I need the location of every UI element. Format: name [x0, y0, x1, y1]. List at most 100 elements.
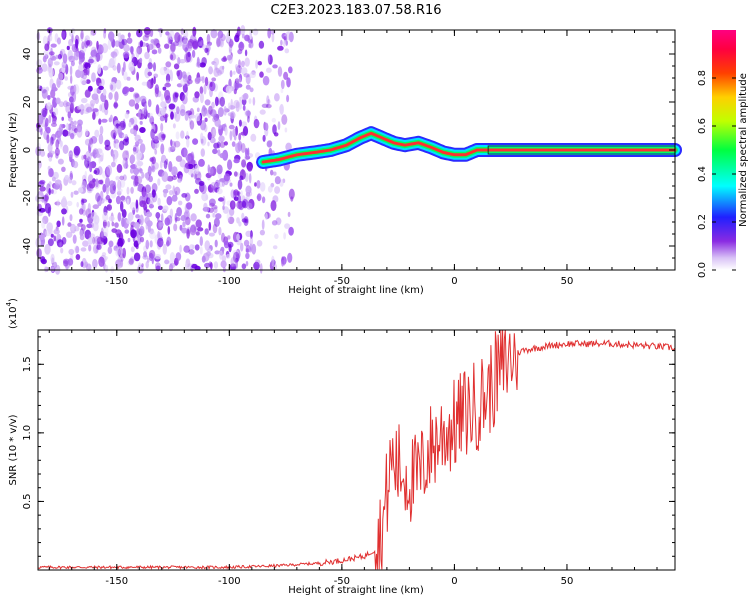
noise-blob — [122, 174, 127, 181]
noise-blob — [274, 186, 281, 194]
noise-blob — [113, 102, 119, 108]
noise-blob — [139, 95, 147, 103]
noise-blob — [204, 47, 208, 54]
noise-blob — [165, 184, 172, 190]
noise-blob — [237, 252, 240, 262]
noise-blob — [128, 61, 135, 72]
noise-blob — [62, 53, 68, 64]
noise-blob — [214, 250, 220, 255]
noise-blob — [77, 222, 83, 227]
noise-blob — [200, 138, 204, 144]
noise-blob — [232, 249, 239, 255]
noise-blob — [91, 211, 98, 220]
noise-blob — [44, 122, 48, 132]
noise-blob — [51, 133, 56, 141]
noise-blob — [166, 236, 172, 246]
noise-blob — [80, 77, 87, 85]
y-tick-label: 0 — [22, 147, 33, 153]
noise-blob — [81, 41, 85, 50]
noise-blob — [95, 153, 101, 158]
noise-blob — [236, 83, 243, 88]
noise-blob — [248, 43, 252, 48]
noise-blob — [88, 56, 94, 65]
noise-blob — [242, 104, 246, 111]
noise-blob — [264, 122, 269, 131]
noise-blob — [282, 40, 286, 47]
colorbar-tick-label: 0.0 — [697, 262, 708, 278]
noise-blob — [212, 212, 216, 218]
noise-blob — [113, 156, 118, 164]
noise-blob — [139, 143, 146, 154]
noise-blob — [91, 46, 97, 55]
noise-blob — [194, 188, 199, 194]
noise-blob — [46, 67, 51, 72]
noise-blob — [172, 93, 176, 103]
noise-blob — [114, 40, 121, 47]
noise-blob — [48, 168, 54, 178]
noise-blob — [85, 161, 88, 168]
noise-blob — [116, 62, 121, 74]
noise-blob — [219, 152, 226, 159]
noise-blob — [189, 224, 197, 236]
noise-blob — [129, 202, 137, 211]
noise-blob — [227, 159, 233, 170]
noise-blob — [127, 32, 131, 38]
noise-blob — [162, 205, 169, 212]
noise-blob — [213, 67, 220, 77]
noise-blob — [250, 230, 253, 239]
noise-blob — [217, 124, 222, 130]
noise-blob — [122, 138, 129, 146]
noise-blob — [80, 32, 84, 42]
noise-blob — [176, 207, 183, 217]
noise-blob — [181, 227, 188, 234]
x-tick-label: 0 — [451, 576, 457, 587]
noise-blob — [50, 253, 55, 264]
noise-blob — [198, 158, 205, 167]
noise-blob — [101, 118, 108, 123]
noise-blob — [180, 78, 186, 86]
noise-blob — [93, 48, 97, 55]
noise-blob — [281, 256, 287, 265]
noise-blob — [194, 113, 201, 122]
noise-blob — [108, 240, 114, 248]
noise-blob — [113, 48, 119, 57]
noise-blob — [75, 69, 82, 78]
x-tick-label: 0 — [451, 276, 457, 287]
noise-blob — [49, 34, 53, 42]
noise-blob — [277, 45, 284, 51]
noise-blob — [256, 193, 262, 202]
noise-blob — [249, 236, 254, 247]
noise-blob — [169, 49, 172, 55]
noise-blob — [194, 77, 202, 83]
noise-blob — [42, 35, 48, 46]
noise-blob — [108, 215, 115, 222]
noise-blob — [39, 150, 46, 157]
noise-blob — [212, 223, 218, 234]
noise-blob — [285, 142, 292, 151]
noise-blob — [95, 192, 101, 202]
noise-blob — [235, 259, 238, 269]
noise-blob — [173, 92, 178, 103]
colorbar-tick-label: 0.4 — [697, 166, 708, 182]
noise-blob — [67, 258, 74, 266]
noise-blob — [44, 266, 49, 272]
noise-blob — [203, 84, 207, 95]
noise-blob — [81, 97, 88, 104]
noise-blob — [43, 265, 48, 273]
noise-blob — [279, 179, 284, 187]
noise-blob — [244, 49, 248, 57]
noise-blob — [181, 94, 188, 105]
noise-blob — [164, 43, 170, 49]
noise-blob — [240, 190, 243, 198]
noise-blob — [230, 98, 233, 110]
noise-blob — [54, 147, 60, 156]
noise-blob — [99, 125, 104, 135]
noise-blob — [172, 185, 176, 197]
noise-blob — [160, 107, 167, 116]
noise-blob — [187, 55, 193, 63]
noise-blob — [98, 256, 105, 267]
noise-blob — [56, 239, 64, 248]
noise-blob — [243, 73, 250, 78]
noise-blob — [143, 27, 151, 35]
noise-blob — [270, 200, 277, 212]
